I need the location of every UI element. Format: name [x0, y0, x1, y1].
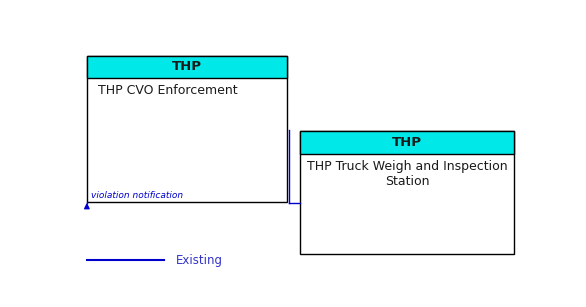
Text: THP CVO Enforcement: THP CVO Enforcement	[98, 84, 238, 97]
Text: violation notification: violation notification	[91, 191, 183, 200]
Text: THP: THP	[172, 60, 202, 73]
Bar	[300, 131, 514, 254]
Bar	[87, 56, 287, 202]
Bar	[300, 131, 514, 154]
Text: THP: THP	[392, 136, 422, 149]
Text: THP Truck Weigh and Inspection
Station: THP Truck Weigh and Inspection Station	[306, 160, 507, 188]
Bar	[87, 56, 287, 78]
Text: Existing: Existing	[175, 254, 223, 267]
